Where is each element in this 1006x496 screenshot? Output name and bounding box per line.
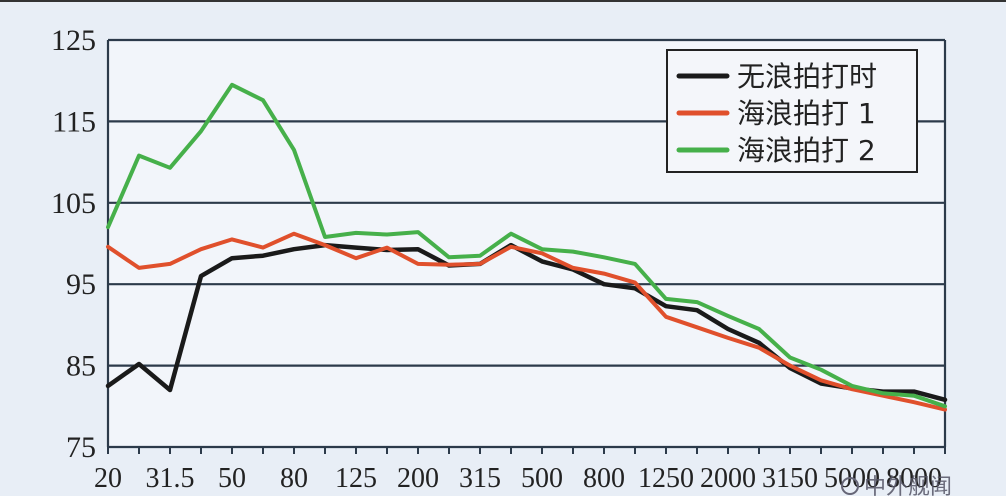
watermark-text: 中外舰闻 xyxy=(864,475,952,496)
x-tick-label: 200 xyxy=(397,463,439,494)
x-tick-label: 315 xyxy=(459,463,501,494)
x-tick-label: 31.5 xyxy=(146,463,195,494)
x-tick-label: 1250 xyxy=(638,463,694,494)
x-tick-label: 500 xyxy=(521,463,563,494)
x-tick-label: 50 xyxy=(218,463,246,494)
x-tick-label: 80 xyxy=(280,463,308,494)
series-line-2 xyxy=(106,231,947,412)
y-tick-label: 125 xyxy=(51,24,96,57)
legend-label-3: 海浪拍打 2 xyxy=(737,134,876,167)
series-line-1 xyxy=(105,242,948,403)
series-line-3 xyxy=(106,82,947,409)
y-tick-label: 115 xyxy=(52,105,96,138)
legend-label-2: 海浪拍打 1 xyxy=(737,97,876,130)
y-tick-label: 105 xyxy=(51,187,96,220)
x-tick-label: 8000 xyxy=(886,463,942,494)
y-tick-label: 95 xyxy=(66,268,96,301)
y-tick-label: 85 xyxy=(66,350,96,383)
x-tick-label: 20 xyxy=(94,463,122,494)
y-tick-label: 75 xyxy=(66,431,96,464)
x-tick-label: 2000 xyxy=(700,463,756,494)
x-tick-label: 3150 xyxy=(762,463,818,494)
x-tick-label: 800 xyxy=(583,463,625,494)
legend-label-1: 无浪拍打时 xyxy=(737,60,877,93)
x-tick-label: 125 xyxy=(335,463,377,494)
watermark-icon xyxy=(841,477,859,495)
